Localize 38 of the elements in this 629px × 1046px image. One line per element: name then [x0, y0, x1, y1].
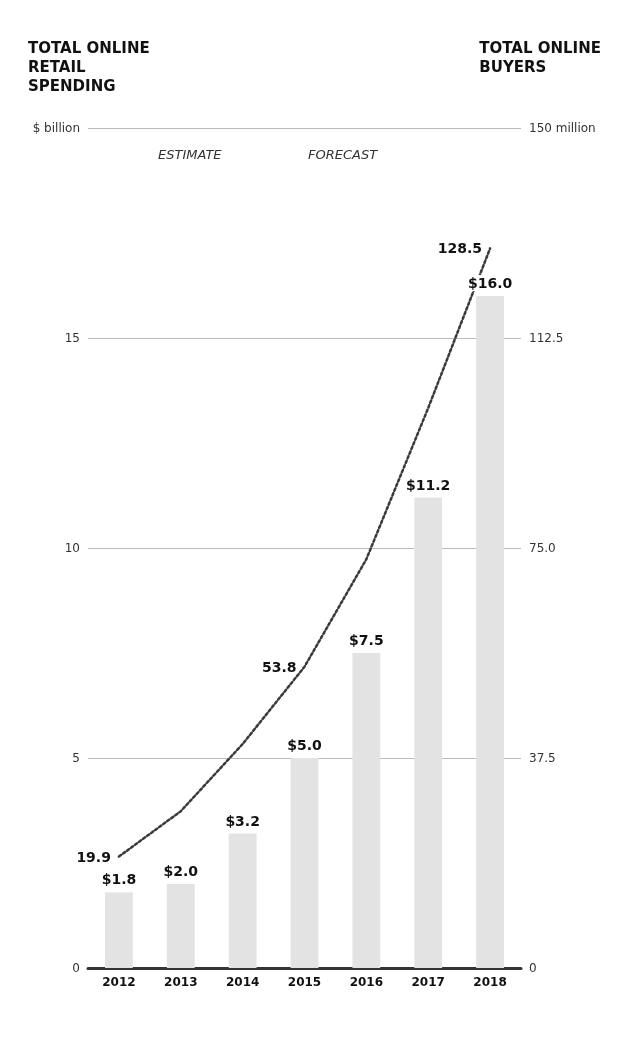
data-label: 53.8	[261, 658, 297, 675]
data-label: $5.0	[287, 737, 323, 753]
x-tick-label: 2014	[225, 975, 260, 989]
data-label: 19.9	[76, 848, 111, 865]
y-axis-title: TOTAL ONLINE RETAIL SPENDING	[28, 38, 150, 95]
data-label: $2.0	[163, 863, 199, 879]
y-tick-label: 15	[64, 331, 80, 345]
y-tick-label: 0	[72, 961, 80, 975]
bar	[228, 833, 257, 968]
data-label: $3.2	[225, 812, 260, 829]
data-label: $1.8	[101, 871, 137, 888]
data-label: 128.5	[437, 240, 483, 257]
y2-tick-label: 112.5	[529, 331, 564, 345]
data-label: $16.0	[467, 275, 513, 291]
bar	[166, 884, 195, 968]
x-tick-label: 2012	[102, 975, 136, 989]
data-label: $7.5	[349, 632, 384, 648]
x-tick-label: 2017	[411, 975, 445, 989]
y2-tick-label: 0	[529, 961, 537, 975]
bar	[105, 892, 133, 968]
y-tick-label: $ billion	[32, 121, 80, 135]
x-tick-label: 2015	[287, 975, 322, 989]
y-tick-label: 5	[72, 751, 80, 765]
x-tick-label: 2016	[349, 975, 384, 989]
y2-tick-label: 150 million	[529, 121, 596, 135]
bar	[414, 497, 443, 968]
y2-axis-title: TOTAL ONLINE BUYERS	[479, 38, 601, 76]
annotation: FORECAST	[308, 147, 379, 162]
data-label: $11.2	[406, 476, 451, 493]
bar	[352, 653, 381, 968]
bar	[290, 758, 319, 968]
y2-tick-label: 75.0	[529, 541, 556, 555]
bar	[476, 296, 504, 968]
x-tick-label: 2013	[164, 975, 198, 989]
x-tick-label: 2018	[473, 975, 507, 989]
annotation: ESTIMATE	[158, 147, 223, 162]
y2-tick-label: 37.5	[529, 751, 556, 765]
y-tick-label: 10	[64, 541, 80, 555]
